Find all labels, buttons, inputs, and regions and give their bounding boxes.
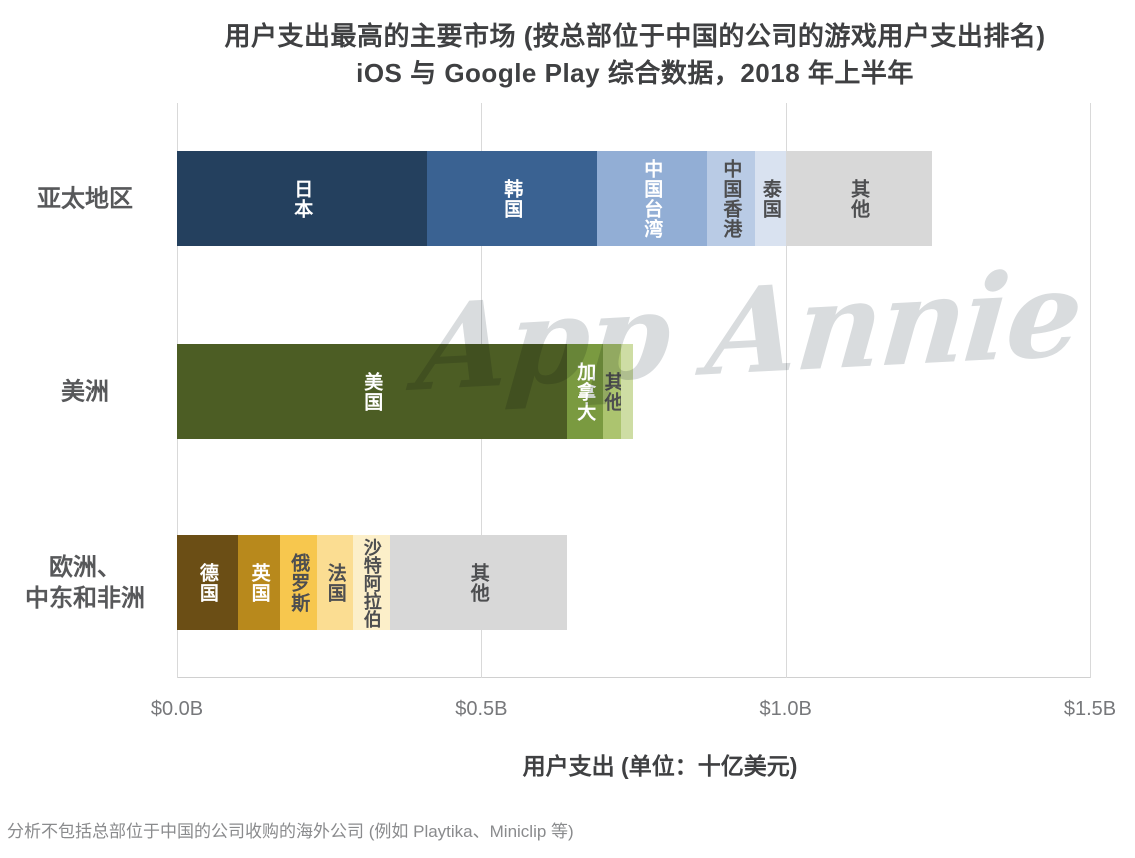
bar-segment-label: 英国 xyxy=(248,562,270,603)
plot-area: 日本 韩国 中国台湾 中国香港 泰国 其他 美国 加拿大 其他 德国 英国 俄罗斯 法国 沙特阿拉伯 其他 xyxy=(177,103,1091,678)
bar-segment: 沙特阿拉伯 xyxy=(353,535,390,630)
bar-segment: 其他 xyxy=(390,535,567,630)
bar-row: 日本 韩国 中国台湾 中国香港 泰国 其他 xyxy=(177,151,932,246)
bar-segment: 美国 xyxy=(177,344,567,439)
bar-segment-label: 韩国 xyxy=(501,178,523,219)
region-label: 欧洲、 中东和非洲 xyxy=(25,553,145,612)
x-tick-label: $1.5B xyxy=(1063,698,1117,720)
x-tick-label: $0.0B xyxy=(150,698,204,720)
bar-segment-label: 其他 xyxy=(848,178,870,219)
x-tick-label: $1.0B xyxy=(759,698,812,720)
region-label: 美洲 xyxy=(61,378,109,405)
bar-row: 德国 英国 俄罗斯 法国 沙特阿拉伯 其他 xyxy=(177,535,567,630)
region-label: 亚太地区 xyxy=(37,185,133,212)
bar-row: 美国 加拿大 其他 xyxy=(177,344,634,439)
bar-segment-label: 加拿大 xyxy=(574,361,596,422)
bar-segment: 泰国 xyxy=(755,151,786,246)
bar-segment: 韩国 xyxy=(426,151,597,246)
chart-title-line2: iOS 与 Google Play 综合数据，2018 年上半年 xyxy=(356,58,914,88)
bar-segment: 其他 xyxy=(785,151,932,246)
bar-segment: 德国 xyxy=(177,535,238,630)
gridline xyxy=(1090,103,1091,678)
bar-segment-label: 美国 xyxy=(361,371,383,412)
bar-segment-label: 其他 xyxy=(467,562,489,603)
bar-segment-label: 中国台湾 xyxy=(641,158,663,239)
bar-segment: 加拿大 xyxy=(566,344,604,439)
bar-segment: 日本 xyxy=(177,151,427,246)
x-tick-label: $0.5B xyxy=(455,698,508,720)
bar-segment-label: 泰国 xyxy=(759,178,781,219)
bar-segment xyxy=(621,344,634,439)
bar-segment-label: 沙特阿拉伯 xyxy=(361,537,382,628)
bar-segment: 中国台湾 xyxy=(596,151,707,246)
x-axis-title: 用户支出 (单位：十亿美元) xyxy=(522,753,798,779)
bar-segment-label: 其他 xyxy=(601,371,623,412)
footnote: 分析不包括总部位于中国的公司收购的海外公司 (例如 Playtika、Minic… xyxy=(7,822,574,841)
chart-title-line1: 用户支出最高的主要市场 (按总部位于中国的公司的游戏用户支出排名) xyxy=(224,21,1046,51)
bar-segment-label: 俄罗斯 xyxy=(288,552,310,613)
bar-segment: 中国香港 xyxy=(706,151,756,246)
x-axis-line xyxy=(177,677,1090,678)
gridline xyxy=(785,103,787,678)
bar-segment: 法国 xyxy=(316,535,354,630)
bar-segment: 英国 xyxy=(237,535,281,630)
bar-segment-label: 德国 xyxy=(196,562,218,603)
bar-segment-label: 日本 xyxy=(291,178,313,219)
bar-segment: 俄罗斯 xyxy=(280,535,317,630)
bar-segment-label: 中国香港 xyxy=(720,158,742,239)
bar-segment-label: 法国 xyxy=(324,562,346,603)
bar-segment: 其他 xyxy=(601,344,623,439)
